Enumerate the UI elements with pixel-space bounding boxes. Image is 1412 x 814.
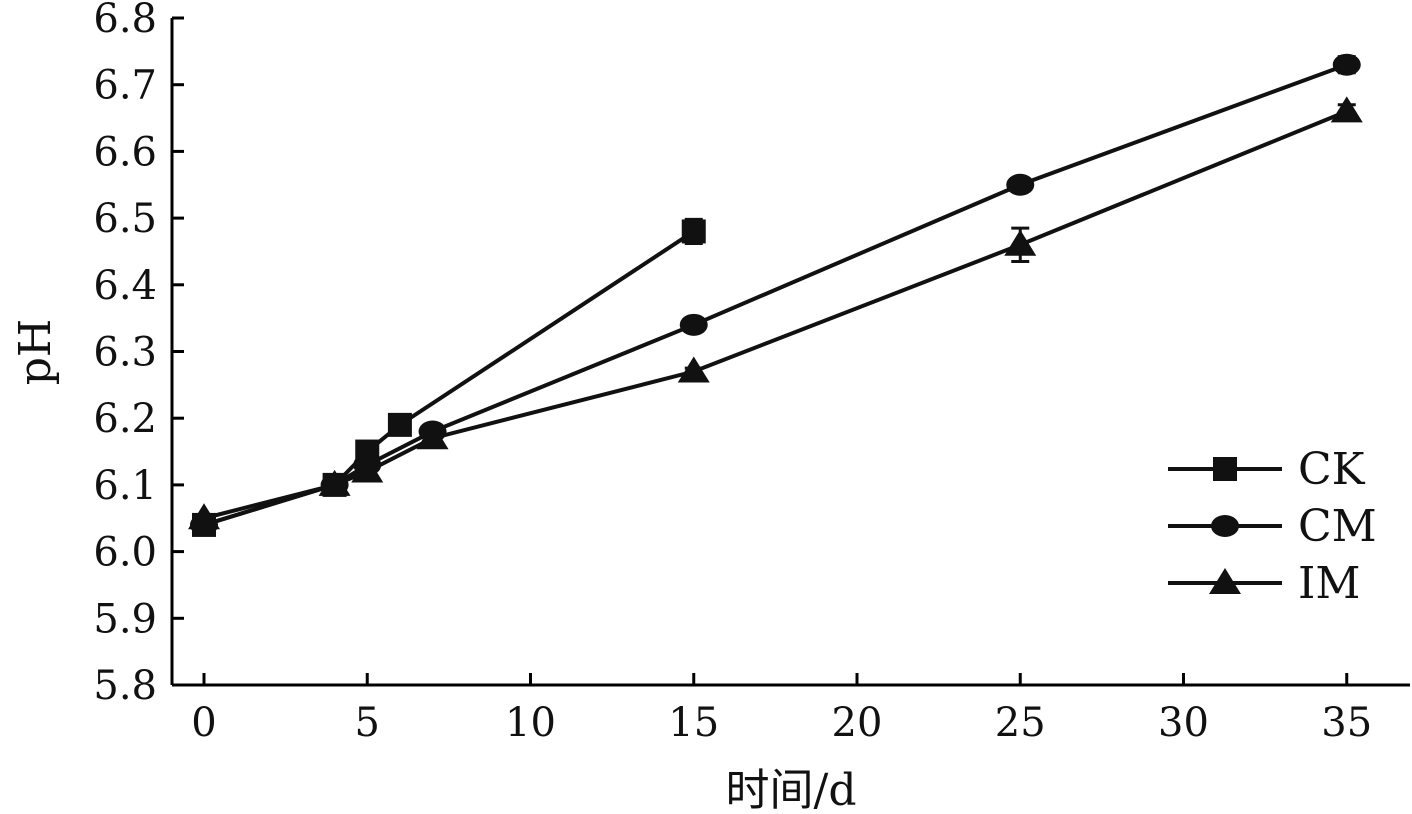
y-tick-label: 6.6 [93, 129, 157, 175]
x-tick-label: 20 [832, 700, 883, 746]
series-IM [188, 96, 1363, 530]
legend-marker [1211, 515, 1239, 537]
data-point-CK [681, 219, 706, 244]
data-point-IM [677, 356, 710, 383]
data-point-IM [188, 503, 220, 530]
data-point-CM [1006, 173, 1035, 196]
data-point-IM [351, 456, 384, 483]
legend-label: IM [1298, 558, 1360, 609]
y-ticks: 5.8 5.9 6.0 6.1 6.2 6.3 6.4 6.5 6.6 6.7 6.8 [93, 0, 184, 709]
x-tick-label: 5 [355, 700, 380, 746]
x-tick-label: 35 [1321, 700, 1372, 746]
legend-label: CK [1298, 444, 1366, 495]
y-axis-title: pH [10, 319, 61, 386]
y-tick-label: 6.2 [93, 396, 157, 442]
x-tick-label: 30 [1158, 700, 1209, 746]
legend-label: CM [1298, 501, 1377, 552]
x-tick-label: 25 [995, 700, 1046, 746]
legend-marker [1209, 568, 1241, 594]
legend-marker [1213, 457, 1237, 481]
y-tick-label: 6.1 [93, 463, 157, 509]
series-line-CK [203, 229, 695, 527]
y-tick-label: 6.8 [93, 0, 157, 42]
x-ticks: 0 5 10 15 20 25 30 35 [191, 673, 1372, 746]
y-tick-label: 6.0 [93, 530, 157, 576]
y-tick-label: 6.7 [93, 63, 157, 109]
data-point-IM [318, 469, 351, 496]
y-tick-label: 6.3 [93, 330, 157, 376]
x-axis-title: 时间/d [726, 765, 857, 814]
legend-entry-CM: CM [1168, 501, 1377, 552]
y-tick-label: 5.9 [93, 596, 157, 642]
data-point-CM [679, 313, 708, 336]
legend-entry-IM: IM [1168, 558, 1360, 609]
data-point-CM [1332, 53, 1361, 76]
series-CK [192, 217, 706, 537]
data-point-CK [387, 412, 412, 437]
x-tick-label: 15 [668, 700, 719, 746]
series-layer [188, 53, 1363, 537]
y-tick-label: 6.5 [93, 196, 157, 242]
y-tick-label: 5.8 [93, 663, 157, 709]
legend-entry-CK: CK [1168, 444, 1366, 495]
data-point-IM [1004, 229, 1037, 256]
x-tick-label: 10 [505, 700, 556, 746]
data-point-IM [416, 423, 449, 450]
x-tick-label: 0 [191, 700, 216, 746]
legend: CK CM IM [1168, 444, 1377, 609]
data-point-IM [1330, 96, 1363, 123]
y-tick-label: 6.4 [93, 263, 157, 309]
